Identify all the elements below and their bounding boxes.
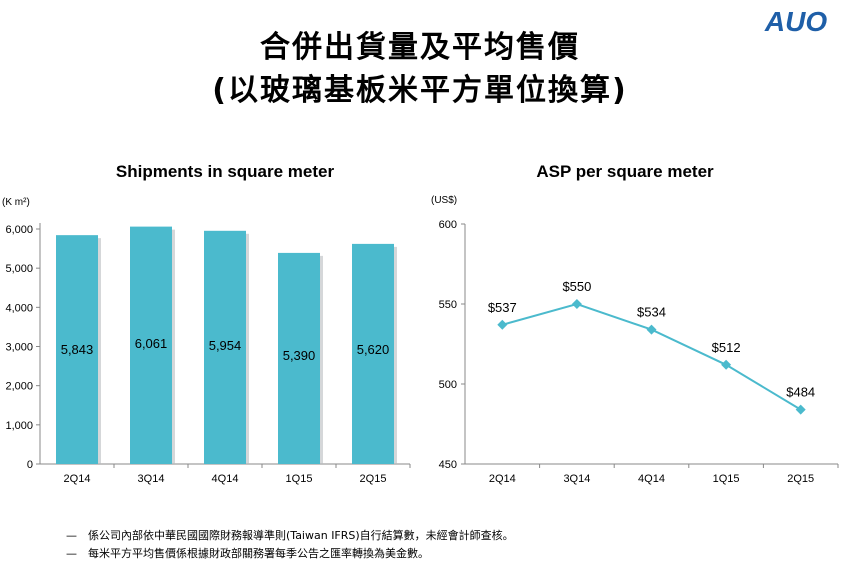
data-label: $534 xyxy=(637,305,666,320)
logo-text: AUO xyxy=(764,6,827,36)
bar-chart-title: Shipments in square meter xyxy=(115,162,335,181)
x-tick-label: 1Q15 xyxy=(713,473,740,485)
y-tick-label: 6,000 xyxy=(5,224,33,236)
bar xyxy=(204,230,246,464)
page-title: 合併出貨量及平均售價 xyxy=(260,30,580,65)
y-tick-label: 2,000 xyxy=(5,381,33,393)
y-tick-label: 3,000 xyxy=(5,342,33,354)
data-point xyxy=(571,299,582,309)
y-tick-label: 0 xyxy=(27,459,33,471)
footnote-text: 係公司內部依中華民國國際財務報導準則(Taiwan IFRS)自行結算數，未經會… xyxy=(88,529,514,542)
data-point xyxy=(795,404,806,415)
bar-value-label: 5,620 xyxy=(357,342,390,357)
x-tick-label: 2Q15 xyxy=(360,473,387,485)
footnote-bullet: — xyxy=(66,529,77,542)
data-point xyxy=(721,359,732,370)
x-tick-label: 2Q15 xyxy=(787,473,814,485)
y-tick-label: 600 xyxy=(439,219,457,231)
data-label: $550 xyxy=(562,279,591,294)
footnote-2: — 每米平方平均售價係根據財政部關務署每季公告之匯率轉換為美金數。 xyxy=(66,545,514,563)
data-label: $484 xyxy=(786,385,815,400)
footnote-text: 每米平方平均售價係根據財政部關務署每季公告之匯率轉換為美金數。 xyxy=(88,547,429,560)
x-tick-label: 1Q15 xyxy=(286,473,313,485)
bar-value-label: 5,954 xyxy=(209,338,242,353)
x-tick-label: 2Q14 xyxy=(489,473,516,485)
y-tick-label: 500 xyxy=(439,379,457,391)
footnote-bullet: — xyxy=(66,547,77,560)
data-point xyxy=(497,319,508,330)
auo-logo: AUO xyxy=(764,6,827,36)
data-label: $512 xyxy=(712,340,741,355)
bar-value-label: 6,061 xyxy=(135,336,168,351)
bar xyxy=(56,235,98,464)
x-tick-label: 4Q14 xyxy=(212,473,239,485)
data-point xyxy=(646,324,657,335)
bar xyxy=(278,252,320,464)
footnote-1: — 係公司內部依中華民國國際財務報導準則(Taiwan IFRS)自行結算數，未經… xyxy=(66,527,514,545)
page-subtitle: (以玻璃基板米平方單位換算) xyxy=(212,73,628,108)
series-line xyxy=(502,302,802,411)
y-tick-label: 5,000 xyxy=(5,263,33,275)
y-axis-unit: (US$) xyxy=(431,195,457,206)
bar xyxy=(352,243,394,464)
x-tick-label: 4Q14 xyxy=(638,473,665,485)
bar xyxy=(130,226,172,464)
footnotes: — 係公司內部依中華民國國際財務報導準則(Taiwan IFRS)自行結算數，未經… xyxy=(66,527,514,563)
bar-value-label: 5,390 xyxy=(283,348,316,363)
y-axis-unit: (K m²) xyxy=(2,197,30,208)
x-tick-label: 3Q14 xyxy=(563,473,590,485)
y-tick-label: 1,000 xyxy=(5,420,33,432)
x-tick-label: 2Q14 xyxy=(64,473,91,485)
y-tick-label: 4,000 xyxy=(5,302,33,314)
line-chart-title: ASP per square meter xyxy=(536,162,714,181)
x-tick-label: 3Q14 xyxy=(138,473,165,485)
data-label: $537 xyxy=(488,300,517,315)
y-tick-label: 550 xyxy=(439,299,457,311)
y-tick-label: 450 xyxy=(439,459,457,471)
bar-value-label: 5,843 xyxy=(61,342,94,357)
